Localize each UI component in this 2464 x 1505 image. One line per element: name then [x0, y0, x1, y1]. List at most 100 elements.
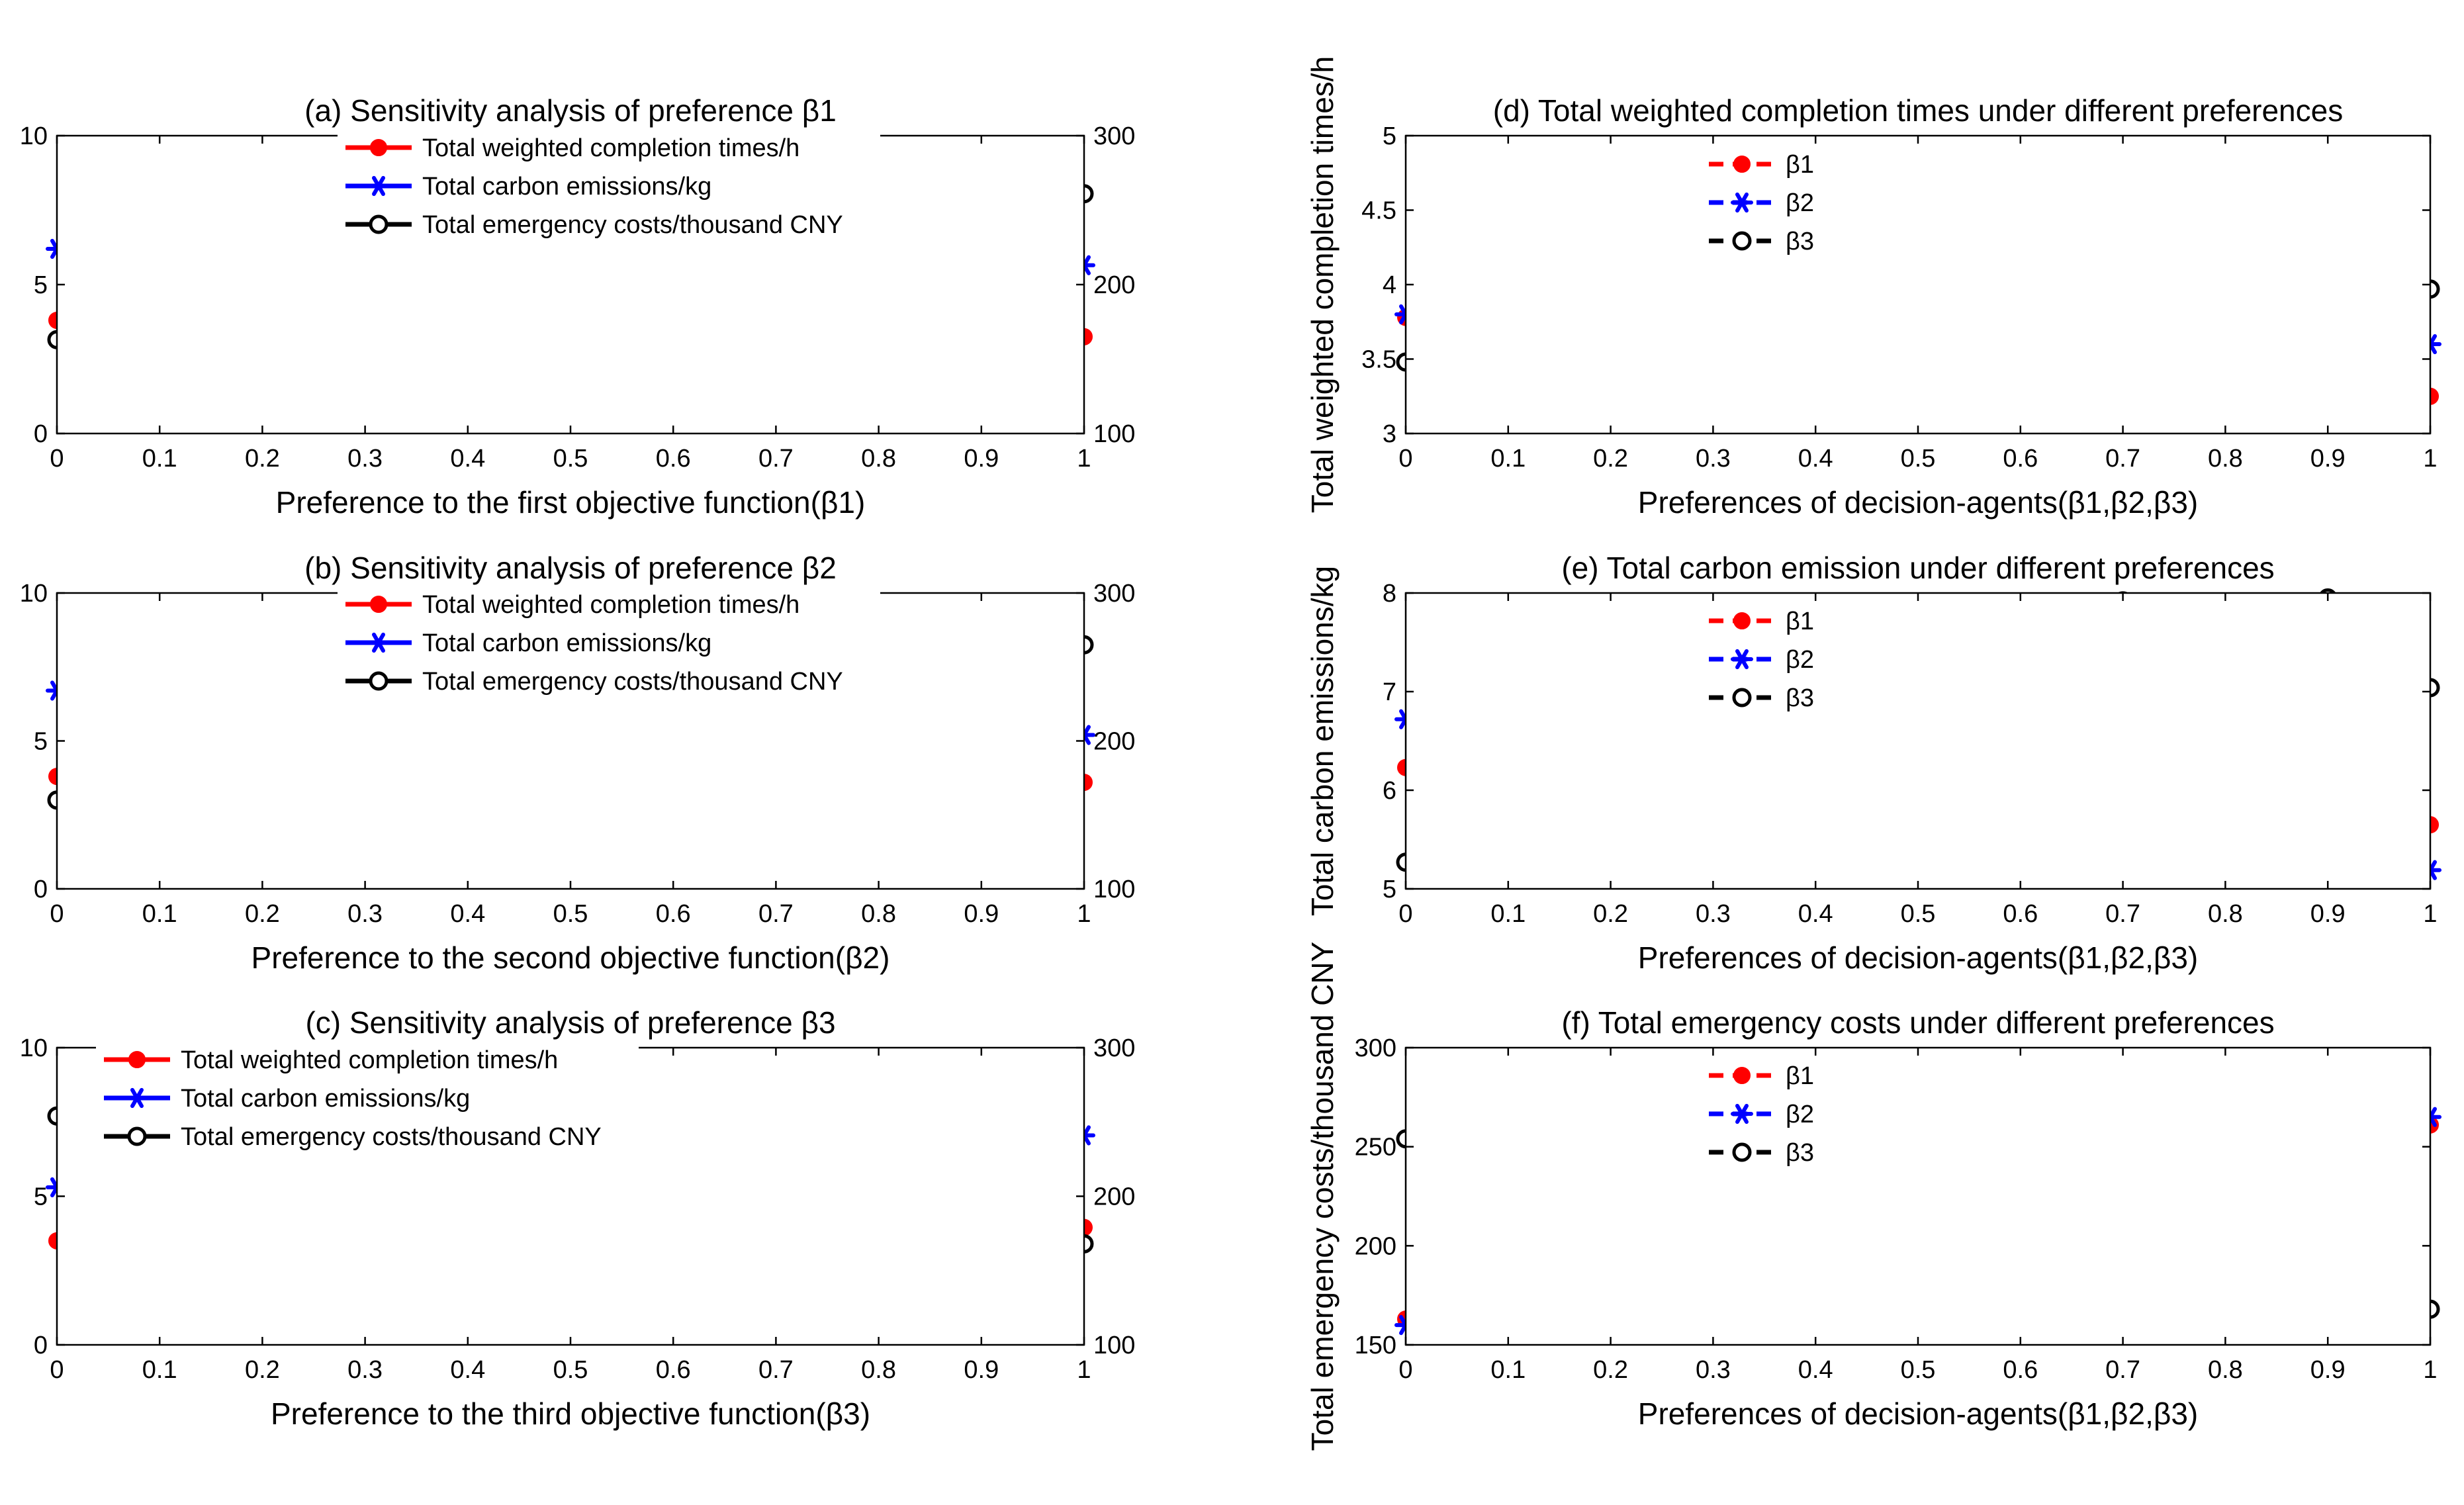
x-tick-label: 0.5: [553, 445, 588, 473]
legend-label: Total carbon emissions/kg: [422, 173, 711, 201]
y-tick-label: 300: [1355, 1034, 1396, 1062]
x-tick-label: 1: [2423, 900, 2437, 928]
y-tick-label: 8: [1383, 580, 1396, 608]
x-tick-label: 0.1: [142, 900, 177, 928]
x-tick-label: 0.4: [450, 445, 485, 473]
legend: β1 β2 β3: [1701, 1057, 1833, 1171]
legend: β1 β2 β3: [1701, 146, 1833, 259]
x-axis: 0 0.1 0.2 0.3 0.4 0.5 0.6 0.7 0.8 0.9 1: [50, 593, 1091, 928]
x-tick-label: 0.1: [142, 1356, 177, 1384]
x-tick-label: 0.6: [2003, 900, 2038, 928]
y-axis-left: 3 3.5 4 4.5 5: [1361, 122, 2430, 448]
x-tick-label: 0.4: [450, 1356, 485, 1384]
x-tick-label: 0.9: [2310, 1356, 2346, 1384]
x-tick-label: 0.1: [1490, 900, 1526, 928]
y-right-tick-label: 200: [1093, 728, 1135, 756]
x-tick-label: 0: [1398, 900, 1412, 928]
y-tick-label: 200: [1355, 1232, 1396, 1260]
x-tick-label: 1: [1077, 445, 1091, 473]
x-axis: 0 0.1 0.2 0.3 0.4 0.5 0.6 0.7 0.8 0.9 1: [1398, 593, 2438, 928]
chart-f: 0 0.1 0.2 0.3 0.4 0.5 0.6 0.7 0.8 0.9 1 150 200 250 30…: [1305, 942, 2441, 1451]
y-right-tick-label: 100: [1093, 876, 1135, 903]
x-tick-label: 0.8: [2208, 900, 2243, 928]
x-tick-label: 0.7: [2105, 445, 2140, 473]
legend-label: Total weighted completion times/h: [422, 591, 799, 619]
legend-marker: [370, 596, 387, 613]
y-tick-label: 0: [34, 1332, 48, 1359]
x-tick-label: 0.2: [245, 1356, 280, 1384]
x-tick-label: 0.9: [964, 1356, 999, 1384]
legend-marker: [1733, 156, 1751, 173]
legend-marker: [126, 1087, 148, 1109]
x-tick-label: 0.5: [1901, 1356, 1936, 1384]
y-tick-label: 6: [1383, 777, 1396, 805]
legend-label: β3: [1786, 1139, 1814, 1167]
legend-box: [338, 586, 880, 700]
legend-label: β1: [1786, 608, 1814, 635]
x-tick-label: 0.7: [2105, 900, 2140, 928]
x-tick-label: 0.2: [245, 445, 280, 473]
legend-box: [338, 129, 880, 243]
y-axis-label: Total weighted completion times/h: [1305, 56, 1340, 513]
x-tick-label: 0.9: [964, 900, 999, 928]
x-axis: 0 0.1 0.2 0.3 0.4 0.5 0.6 0.7 0.8 0.9 1: [50, 136, 1091, 473]
y-tick-label: 3: [1383, 420, 1396, 448]
chart-a: 0 0.1 0.2 0.3 0.4 0.5 0.6 0.7 0.8 0.9 105101002003…: [20, 93, 1136, 520]
legend-box: [96, 1041, 639, 1155]
legend-label: Total emergency costs/thousand CNY: [422, 668, 843, 696]
chart-title: (f) Total emergency costs under differen…: [1561, 1005, 2274, 1040]
x-tick-label: 1: [1077, 900, 1091, 928]
chart-title: (b) Sensitivity analysis of preference β…: [304, 551, 837, 585]
y-tick-label: 4: [1383, 271, 1396, 299]
legend-marker: [1731, 649, 1753, 670]
y-right-tick-label: 300: [1093, 580, 1135, 608]
x-tick-label: 0: [1398, 1356, 1412, 1384]
x-tick-label: 0.8: [861, 900, 896, 928]
y-tick-label: 4.5: [1361, 197, 1396, 225]
x-tick-label: 0.2: [1593, 445, 1628, 473]
x-tick-label: 0.2: [1593, 900, 1628, 928]
legend-label: β2: [1786, 189, 1814, 217]
x-tick-label: 0.8: [861, 1356, 896, 1384]
x-tick-label: 0.1: [142, 445, 177, 473]
chart-title: (d) Total weighted completion times unde…: [1493, 93, 2343, 128]
y-axis-label: Total carbon emissions/kg: [1305, 566, 1340, 916]
x-tick-label: 0.1: [1490, 1356, 1526, 1384]
x-tick-label: 0.5: [1901, 900, 1936, 928]
y-tick-label: 5: [1383, 876, 1396, 903]
y-axis-right: 100 200 300: [1076, 122, 1135, 448]
legend-marker: [1732, 231, 1752, 251]
x-tick-label: 0.7: [758, 1356, 794, 1384]
x-tick-label: 0.9: [2310, 445, 2346, 473]
y-axis-left: 0 5 10: [20, 122, 65, 448]
chart-d: 0 0.1 0.2 0.3 0.4 0.5 0.6 0.7 0.8 0.9 1 3 3.5 4 4.5 5 (d…: [1305, 56, 2441, 520]
x-tick-label: 0.1: [1490, 445, 1526, 473]
legend-label: Total emergency costs/thousand CNY: [422, 211, 843, 239]
y-tick-label: 5: [34, 1183, 48, 1211]
x-tick-label: 0.9: [2310, 900, 2346, 928]
y-tick-label: 5: [34, 728, 48, 756]
x-tick-label: 0.3: [1696, 900, 1731, 928]
x-tick-label: 0.8: [2208, 1356, 2243, 1384]
y-axis-left: 0 5 10: [20, 1034, 65, 1359]
axis-frame: [1404, 1046, 2432, 1346]
x-tick-label: 0.3: [347, 1356, 383, 1384]
y-tick-label: 10: [20, 1034, 48, 1062]
chart-title: (a) Sensitivity analysis of preference β…: [304, 93, 837, 128]
x-tick-label: 0.8: [2208, 445, 2243, 473]
x-tick-label: 0.2: [245, 900, 280, 928]
x-tick-label: 0.7: [2105, 1356, 2140, 1384]
legend-marker: [369, 214, 388, 234]
x-tick-label: 0: [50, 1356, 64, 1384]
legend-label: Total weighted completion times/h: [422, 134, 799, 162]
x-tick-label: 0.6: [2003, 1356, 2038, 1384]
legend-label: Total carbon emissions/kg: [181, 1085, 470, 1113]
x-tick-label: 0.6: [2003, 445, 2038, 473]
y-tick-label: 0: [34, 420, 48, 448]
chart-title: (c) Sensitivity analysis of preference β…: [305, 1005, 835, 1040]
x-tick-label: 0.5: [553, 1356, 588, 1384]
legend: Total weighted completion times/h Total c…: [338, 586, 880, 700]
x-tick-label: 0.8: [861, 445, 896, 473]
legend-marker: [1732, 688, 1752, 707]
y-axis-left: 5 6 7 8: [1383, 580, 2430, 903]
